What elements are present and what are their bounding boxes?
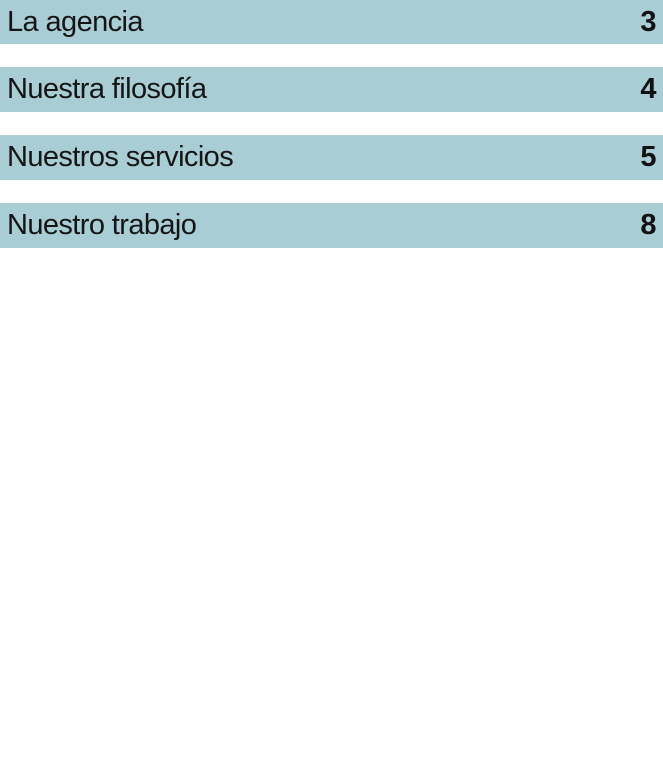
toc-entry-label: La agencia (7, 5, 144, 38)
toc-entry-label: Nuestra filosofía (7, 73, 207, 105)
toc-entry-page-number: 3 (640, 5, 656, 38)
toc-entry-nuestra-filosofia[interactable]: Nuestra filosofía 4 (0, 67, 663, 112)
toc-entry-nuestros-servicios[interactable]: Nuestros servicios 5 (0, 135, 663, 180)
toc-entry-page-number: 4 (640, 73, 656, 105)
table-of-contents: La agencia 3 Nuestra filosofía 4 Nuestro… (0, 0, 663, 248)
toc-entry-page-number: 8 (640, 209, 656, 241)
toc-entry-la-agencia[interactable]: La agencia 3 (0, 0, 663, 44)
toc-entry-page-number: 5 (640, 141, 656, 173)
toc-entry-label: Nuestros servicios (7, 141, 234, 173)
toc-entry-nuestro-trabajo[interactable]: Nuestro trabajo 8 (0, 203, 663, 248)
toc-entry-label: Nuestro trabajo (7, 209, 197, 241)
